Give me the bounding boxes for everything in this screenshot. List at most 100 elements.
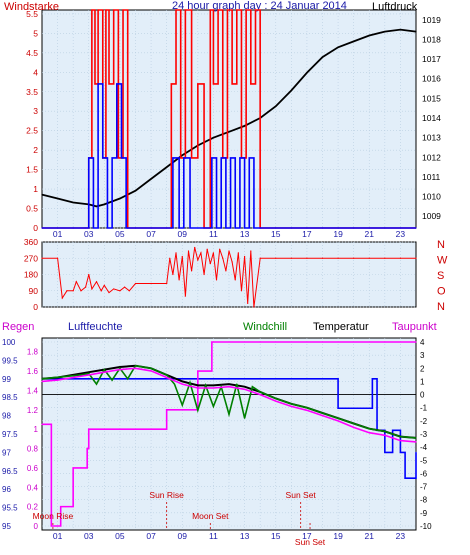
data-point <box>187 250 190 252</box>
data-point <box>368 257 370 259</box>
data-point <box>290 403 292 405</box>
data-point <box>321 227 324 229</box>
data-point <box>306 409 308 411</box>
data-point <box>88 374 90 376</box>
y-tick-label: 1.6 <box>27 367 39 376</box>
label-taupunkt: Taupunkt <box>392 321 437 333</box>
data-point <box>253 227 255 229</box>
data-point <box>259 257 261 259</box>
data-point <box>56 379 59 381</box>
data-point <box>119 197 121 200</box>
y-tick-label: 1012 <box>422 152 441 162</box>
data-point <box>321 415 324 417</box>
data-point <box>226 9 229 11</box>
data-point <box>95 205 98 207</box>
y-tick-label: 1010 <box>422 192 441 202</box>
data-point <box>72 467 74 469</box>
data-point <box>353 227 355 229</box>
data-point <box>117 157 119 159</box>
data-point <box>415 227 417 229</box>
data-point <box>194 246 196 249</box>
data-point <box>50 525 52 527</box>
event-label: Moon Set <box>192 511 229 521</box>
x-tick-label: 19 <box>333 531 343 541</box>
x-tick-label: 09 <box>178 229 188 239</box>
data-point <box>399 227 402 229</box>
data-point <box>384 434 386 436</box>
data-point <box>103 371 105 373</box>
data-point <box>119 290 121 292</box>
data-point <box>113 9 115 11</box>
data-point <box>178 227 180 229</box>
data-point <box>119 366 121 368</box>
data-point <box>332 378 335 380</box>
data-point <box>212 83 215 85</box>
y-tick-label: 97.5 <box>2 430 18 439</box>
data-point <box>119 369 121 371</box>
compass-label: S <box>437 270 444 282</box>
data-point <box>111 157 113 159</box>
data-point <box>95 281 98 283</box>
data-point <box>337 420 339 422</box>
y-tick-label: -10 <box>420 522 432 531</box>
y-tick-label: 3 <box>420 351 425 360</box>
data-point <box>404 477 406 479</box>
event-label: Sun Set <box>295 537 326 547</box>
data-point <box>41 378 43 380</box>
data-point <box>236 9 238 11</box>
data-point <box>189 382 191 384</box>
data-point <box>103 284 105 286</box>
y-tick-label: 4 <box>33 67 38 77</box>
data-point <box>41 423 43 425</box>
data-point <box>275 397 277 400</box>
compass-label: W <box>437 255 448 267</box>
data-point <box>134 190 137 192</box>
data-point <box>222 257 224 259</box>
data-point <box>384 451 386 453</box>
y-tick-label: 0 <box>33 302 38 312</box>
data-point <box>166 376 168 379</box>
y-tick-label: 98.5 <box>2 393 18 402</box>
data-point <box>248 157 250 159</box>
data-point <box>205 384 207 386</box>
data-point <box>243 378 246 380</box>
x-tick-label: 19 <box>333 229 343 239</box>
y-tick-label: 99 <box>2 375 11 384</box>
data-point <box>209 263 211 265</box>
data-point <box>88 273 90 276</box>
data-point <box>181 154 183 156</box>
y-tick-label: 4 <box>420 338 425 347</box>
data-point <box>228 386 230 388</box>
data-point <box>306 257 308 259</box>
data-point <box>290 405 292 407</box>
data-point <box>88 157 90 159</box>
data-point <box>72 201 74 204</box>
data-point <box>181 378 183 380</box>
data-point <box>170 83 172 85</box>
y-tick-label: 96.5 <box>2 467 18 476</box>
data-point <box>166 378 168 380</box>
data-point <box>368 428 370 430</box>
data-point <box>97 9 99 11</box>
data-point <box>75 281 77 283</box>
data-point <box>384 227 386 229</box>
data-point <box>306 72 308 74</box>
data-point <box>85 286 87 288</box>
data-point <box>88 428 90 430</box>
data-point <box>228 383 230 385</box>
data-point <box>225 270 227 272</box>
data-point <box>134 365 137 367</box>
data-point <box>85 227 87 229</box>
data-point <box>197 370 199 372</box>
data-point <box>181 383 183 385</box>
data-point <box>321 412 324 414</box>
event-layer: Moon Rise Sun Rise Moon Set Sun Set Sun Set <box>33 490 326 547</box>
data-point <box>384 430 386 432</box>
data-point <box>368 407 370 409</box>
data-point <box>56 525 59 527</box>
x-tick-label: 23 <box>396 229 406 239</box>
data-point <box>228 378 230 380</box>
data-point <box>228 413 230 415</box>
